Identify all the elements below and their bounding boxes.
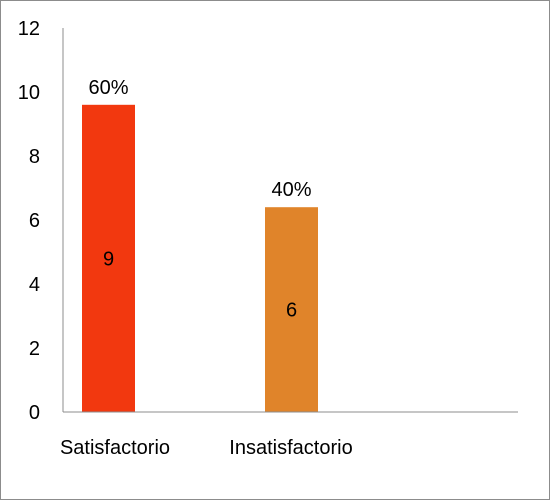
y-axis-ticks: 0 2 4 6 8 10 12: [18, 18, 40, 424]
value-label: 6: [286, 300, 297, 322]
y-tick-label: 6: [29, 210, 40, 232]
y-tick-label: 0: [29, 402, 40, 424]
y-tick-label: 12: [18, 18, 40, 40]
y-tick-label: 2: [29, 338, 40, 360]
bar-satisfactorio: [82, 104, 135, 413]
bar-insatisfactorio: [265, 207, 318, 412]
value-labels: 96: [103, 248, 297, 321]
percent-label: 60%: [88, 77, 128, 99]
category-label: Insatisfactorio: [229, 437, 352, 459]
value-label: 9: [103, 248, 114, 270]
category-labels: Satisfactorio Insatisfactorio: [60, 437, 353, 459]
y-tick-label: 10: [18, 82, 40, 104]
category-label: Satisfactorio: [60, 437, 170, 459]
bars: [82, 104, 318, 413]
y-tick-label: 4: [29, 274, 40, 296]
percent-label: 40%: [271, 179, 311, 201]
percent-labels: 60% 40%: [88, 77, 311, 201]
y-tick-label: 8: [29, 146, 40, 168]
